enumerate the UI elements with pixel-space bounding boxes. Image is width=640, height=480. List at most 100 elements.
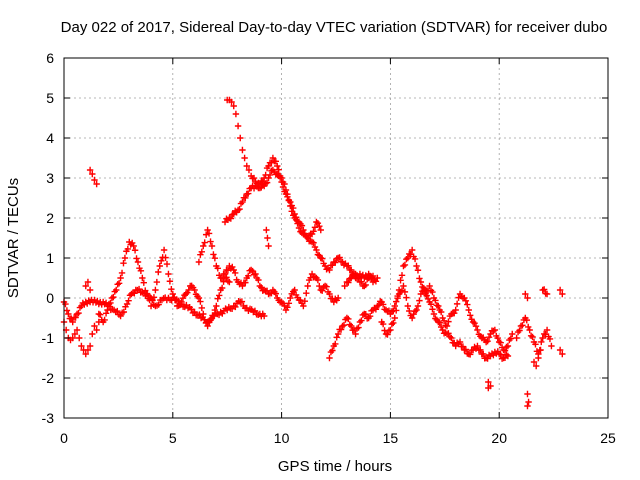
data-point xyxy=(366,313,374,320)
data-point xyxy=(336,254,343,261)
data-point xyxy=(394,295,401,302)
data-point xyxy=(107,299,114,307)
data-point xyxy=(387,326,394,334)
y-tick-label: -3 xyxy=(42,410,55,426)
y-tick-label: 6 xyxy=(46,50,54,66)
data-point xyxy=(155,301,162,308)
y-tick-label: 0 xyxy=(46,290,54,306)
data-point xyxy=(372,278,380,285)
data-point xyxy=(214,295,221,302)
data-point xyxy=(326,266,333,274)
data-point xyxy=(140,279,147,286)
data-point xyxy=(72,314,79,321)
data-point xyxy=(484,337,491,345)
data-point xyxy=(556,286,564,294)
data-point xyxy=(522,290,529,298)
data-point xyxy=(236,205,243,213)
y-tick-label: -1 xyxy=(42,330,55,346)
data-point xyxy=(291,210,298,218)
data-point xyxy=(298,222,306,229)
data-point xyxy=(169,290,176,298)
data-point xyxy=(287,294,294,302)
data-point xyxy=(71,330,79,338)
data-point xyxy=(245,190,252,197)
data-point xyxy=(202,231,210,238)
data-point xyxy=(326,354,333,362)
data-point xyxy=(408,246,416,254)
data-point xyxy=(284,304,291,311)
data-point xyxy=(150,294,158,301)
data-point xyxy=(115,280,123,287)
data-point xyxy=(543,326,551,334)
data-point xyxy=(524,402,531,410)
data-point xyxy=(243,162,250,170)
data-point xyxy=(537,346,544,354)
data-point xyxy=(527,332,535,339)
data-point xyxy=(160,246,168,254)
data-point xyxy=(408,314,416,322)
data-point xyxy=(543,290,551,298)
data-point xyxy=(238,298,246,305)
data-point xyxy=(245,166,253,174)
data-point xyxy=(91,322,98,330)
data-point xyxy=(525,398,532,406)
data-point xyxy=(117,312,124,320)
data-point xyxy=(232,110,240,118)
data-point xyxy=(384,331,391,338)
data-point xyxy=(73,326,81,334)
data-point xyxy=(413,262,420,270)
data-point xyxy=(274,162,281,170)
data-point xyxy=(114,307,121,315)
series-trace-i xyxy=(263,226,272,250)
series-trace-p xyxy=(524,390,532,410)
x-tick-labels: 0 5 10 15 20 25 xyxy=(60,430,616,446)
data-point xyxy=(84,278,92,286)
data-point xyxy=(97,311,104,318)
data-point xyxy=(153,278,161,286)
data-point xyxy=(559,350,566,358)
data-point xyxy=(465,306,472,314)
data-point xyxy=(68,315,75,322)
data-point xyxy=(525,323,532,331)
data-point xyxy=(432,297,439,304)
data-point xyxy=(341,282,348,290)
data-point xyxy=(539,334,546,342)
data-point xyxy=(427,301,435,308)
x-tick-label: 5 xyxy=(169,430,177,446)
data-point xyxy=(513,334,520,342)
data-point xyxy=(239,198,246,206)
data-point xyxy=(332,340,339,348)
data-point xyxy=(393,307,400,314)
data-point xyxy=(263,179,271,186)
data-point xyxy=(466,312,474,319)
data-point xyxy=(316,223,323,230)
data-point xyxy=(223,274,230,281)
data-point xyxy=(191,286,198,294)
data-point xyxy=(195,294,203,302)
data-point xyxy=(221,270,229,278)
data-point xyxy=(524,294,531,302)
data-point xyxy=(506,336,513,344)
data-point xyxy=(290,204,297,212)
data-point xyxy=(314,276,322,284)
data-point xyxy=(414,267,422,274)
data-point xyxy=(300,226,307,234)
x-tick-label: 0 xyxy=(60,430,68,446)
data-point xyxy=(440,317,448,325)
data-point xyxy=(232,303,239,311)
data-point xyxy=(369,272,377,280)
x-tick-label: 10 xyxy=(274,430,290,446)
data-point xyxy=(210,312,217,320)
data-point xyxy=(400,282,407,290)
data-point xyxy=(559,290,566,298)
data-point xyxy=(228,98,235,106)
series-trace-b xyxy=(60,318,103,358)
data-point xyxy=(263,226,270,234)
data-point xyxy=(130,242,137,250)
data-point xyxy=(311,224,319,231)
data-point xyxy=(163,260,171,268)
data-point xyxy=(466,351,474,358)
data-point xyxy=(264,234,271,242)
data-point xyxy=(524,390,531,398)
data-point xyxy=(362,311,369,318)
